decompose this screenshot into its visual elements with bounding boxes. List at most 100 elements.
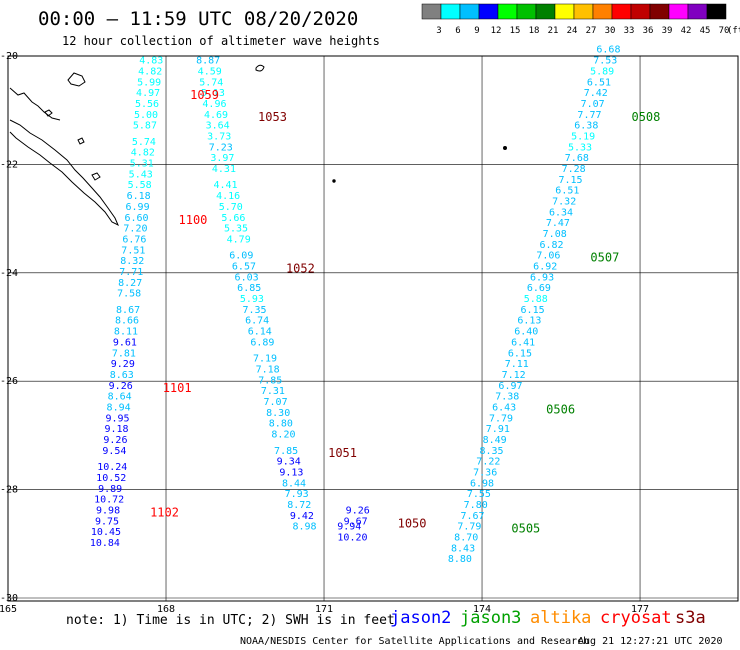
swh-value: 5.35 <box>224 224 248 235</box>
swh-value: 7.53 <box>593 56 617 67</box>
track-0506: 6.406.416.157.117.126.977.386.437.797.91… <box>473 327 575 479</box>
axis-labels: 165 168 171 174 177 -20 -22 -24 -26 -28 -30 <box>0 51 649 615</box>
swh-value: 7.85 <box>274 446 298 457</box>
swh-value: 6.15 <box>508 348 532 359</box>
swh-value: 7.77 <box>577 110 601 121</box>
lat-tick--30: -30 <box>0 593 18 604</box>
swh-value: 6.89 <box>250 337 274 348</box>
swh-value: 8.27 <box>118 278 142 289</box>
swh-value: 4.79 <box>227 234 251 245</box>
swh-value: 7.31 <box>261 386 285 397</box>
islet-4 <box>77 137 85 145</box>
swh-value: 4.31 <box>212 164 236 175</box>
swh-value: 6.41 <box>511 337 535 348</box>
swh-value: 9.54 <box>102 446 126 457</box>
swh-value: 3.73 <box>207 131 231 142</box>
swh-value: 6.09 <box>229 251 253 262</box>
swh-value: 5.99 <box>137 77 161 88</box>
credit-line: NOAA/NESDIS Center for Satellite Applica… <box>240 636 590 647</box>
swh-value: 7.68 <box>565 153 589 164</box>
legend-jason2: jason2 <box>390 608 452 628</box>
swh-value: 9.75 <box>95 516 119 527</box>
lat-tick--26: -26 <box>0 376 18 387</box>
swh-value: 7.47 <box>546 218 570 229</box>
swh-value: 5.70 <box>219 202 243 213</box>
loyalty-islands <box>9 87 61 121</box>
swh-value: 8.20 <box>271 430 295 441</box>
swh-value: 8.35 <box>479 446 503 457</box>
lat-tick--24: -24 <box>0 268 18 279</box>
swh-value: 6.13 <box>517 316 541 327</box>
swh-value: 9.29 <box>111 359 135 370</box>
swh-value: 7.22 <box>476 457 500 468</box>
swh-value: 6.03 <box>235 272 259 283</box>
island-dot-1 <box>503 146 507 150</box>
swh-value: 8.32 <box>120 256 144 267</box>
swh-value: 7.67 <box>461 511 485 522</box>
swh-value: 9.61 <box>113 337 137 348</box>
swh-value: 6.99 <box>126 202 150 213</box>
legend-cryosat: cryosat <box>600 608 672 628</box>
track-1059: 4.834.825.994.975.565.005.87 1059 <box>133 56 219 132</box>
swh-value: 7.91 <box>486 424 510 435</box>
swh-value: 10.84 <box>90 538 120 549</box>
track-0507: 7.156.517.326.347.477.086.827.066.926.93… <box>517 175 619 327</box>
swh-value: 5.43 <box>129 169 153 180</box>
swh-value: 9.42 <box>290 511 314 522</box>
swh-value: 7.71 <box>119 267 143 278</box>
satellite-tracks: 8.874.595.745.134.964.693.643.737.233.97… <box>90 45 661 565</box>
swh-value: 8.64 <box>108 392 132 403</box>
swh-value: 7.80 <box>464 500 488 511</box>
lon-tick-174: 174 <box>473 604 491 615</box>
swh-value: 7.36 <box>473 468 497 479</box>
swh-value: 5.33 <box>568 142 592 153</box>
swh-value: 7.28 <box>562 164 586 175</box>
swh-value: 10.45 <box>91 527 121 538</box>
swh-value: 8.70 <box>454 533 478 544</box>
swh-value: 5.58 <box>128 180 152 191</box>
norfolk-shape <box>255 64 265 72</box>
swh-value: 7.23 <box>209 142 233 153</box>
colorbar-label-42: 42 <box>681 26 692 36</box>
swh-value: 7.20 <box>123 224 147 235</box>
colorbar-label-70: 70 <box>719 26 730 36</box>
colorbar-label-33: 33 <box>624 26 635 36</box>
swh-value: 7.06 <box>536 251 560 262</box>
swh-value: 4.97 <box>136 88 160 99</box>
swh-value: 8.87 <box>196 56 220 67</box>
swh-value: 8.72 <box>287 500 311 511</box>
track-label-1051: 1051 <box>328 446 357 460</box>
lon-tick-177: 177 <box>631 604 649 615</box>
swh-value: 7.08 <box>543 229 567 240</box>
swh-value: 9.26 <box>109 381 133 392</box>
track-label-0506: 0506 <box>546 402 575 416</box>
track-label-0508: 0508 <box>631 110 660 124</box>
track-label-1050: 1050 <box>398 516 427 530</box>
colorbar-label-3: 3 <box>436 26 441 36</box>
units-note: note: 1) Time is in UTC; 2) SWH is in fe… <box>66 613 395 628</box>
legend-altika: altika <box>530 608 592 628</box>
track-label-1101: 1101 <box>163 381 192 395</box>
swh-value: 4.82 <box>131 148 155 159</box>
lat-tick--22: -22 <box>0 159 18 170</box>
legend-jason3: jason3 <box>460 608 522 628</box>
colorbar-label-15: 15 <box>510 26 521 36</box>
swh-value: 6.68 <box>596 45 620 56</box>
islet-3 <box>91 172 101 181</box>
swh-value: 9.67 <box>344 516 368 527</box>
colorbar-label-24: 24 <box>567 26 578 36</box>
colorbar-label-36: 36 <box>643 26 654 36</box>
swh-value: 7.12 <box>502 370 526 381</box>
swh-value: 6.15 <box>521 305 545 316</box>
swh-value: 7.79 <box>489 413 513 424</box>
swh-value: 5.66 <box>221 213 245 224</box>
swh-value: 10.72 <box>94 495 124 506</box>
swh-value: 7.55 <box>467 489 491 500</box>
islet-1 <box>67 72 86 87</box>
swh-value: 5.93 <box>240 294 264 305</box>
track-label-0507: 0507 <box>590 251 619 265</box>
